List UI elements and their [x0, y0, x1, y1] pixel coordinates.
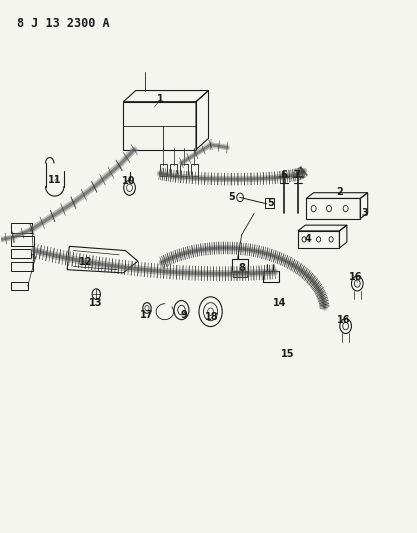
Text: 9: 9: [180, 310, 187, 320]
Bar: [123, 102, 196, 150]
Bar: [160, 165, 167, 176]
Text: 13: 13: [89, 297, 102, 308]
Text: 10: 10: [121, 176, 135, 187]
Bar: [263, 271, 279, 282]
Text: 8 J 13 2300 A: 8 J 13 2300 A: [18, 17, 110, 30]
Bar: [11, 236, 34, 246]
Text: 6: 6: [280, 170, 286, 180]
Bar: [180, 165, 188, 176]
Text: 18: 18: [205, 312, 219, 322]
Bar: [306, 198, 360, 219]
Text: 15: 15: [281, 349, 294, 359]
Bar: [11, 262, 33, 271]
Text: 7: 7: [294, 170, 300, 180]
Text: 2: 2: [336, 187, 343, 197]
Bar: [170, 165, 177, 176]
Text: 16: 16: [337, 314, 350, 325]
Text: 4: 4: [305, 234, 311, 244]
Bar: [11, 223, 32, 233]
Bar: [232, 259, 248, 272]
Bar: [191, 165, 198, 176]
Bar: [11, 282, 28, 290]
Text: 3: 3: [361, 208, 368, 219]
Text: 17: 17: [140, 310, 154, 320]
Text: 12: 12: [79, 257, 93, 267]
Text: 5: 5: [267, 198, 274, 208]
Bar: [265, 198, 274, 208]
Bar: [11, 249, 31, 258]
Text: 5: 5: [228, 192, 235, 203]
Bar: [234, 271, 247, 277]
Text: 1: 1: [157, 94, 164, 104]
Text: 14: 14: [273, 297, 287, 308]
Text: 11: 11: [48, 175, 61, 185]
Bar: [298, 231, 339, 248]
Text: 16: 16: [349, 272, 363, 282]
Text: 8: 8: [238, 263, 245, 272]
